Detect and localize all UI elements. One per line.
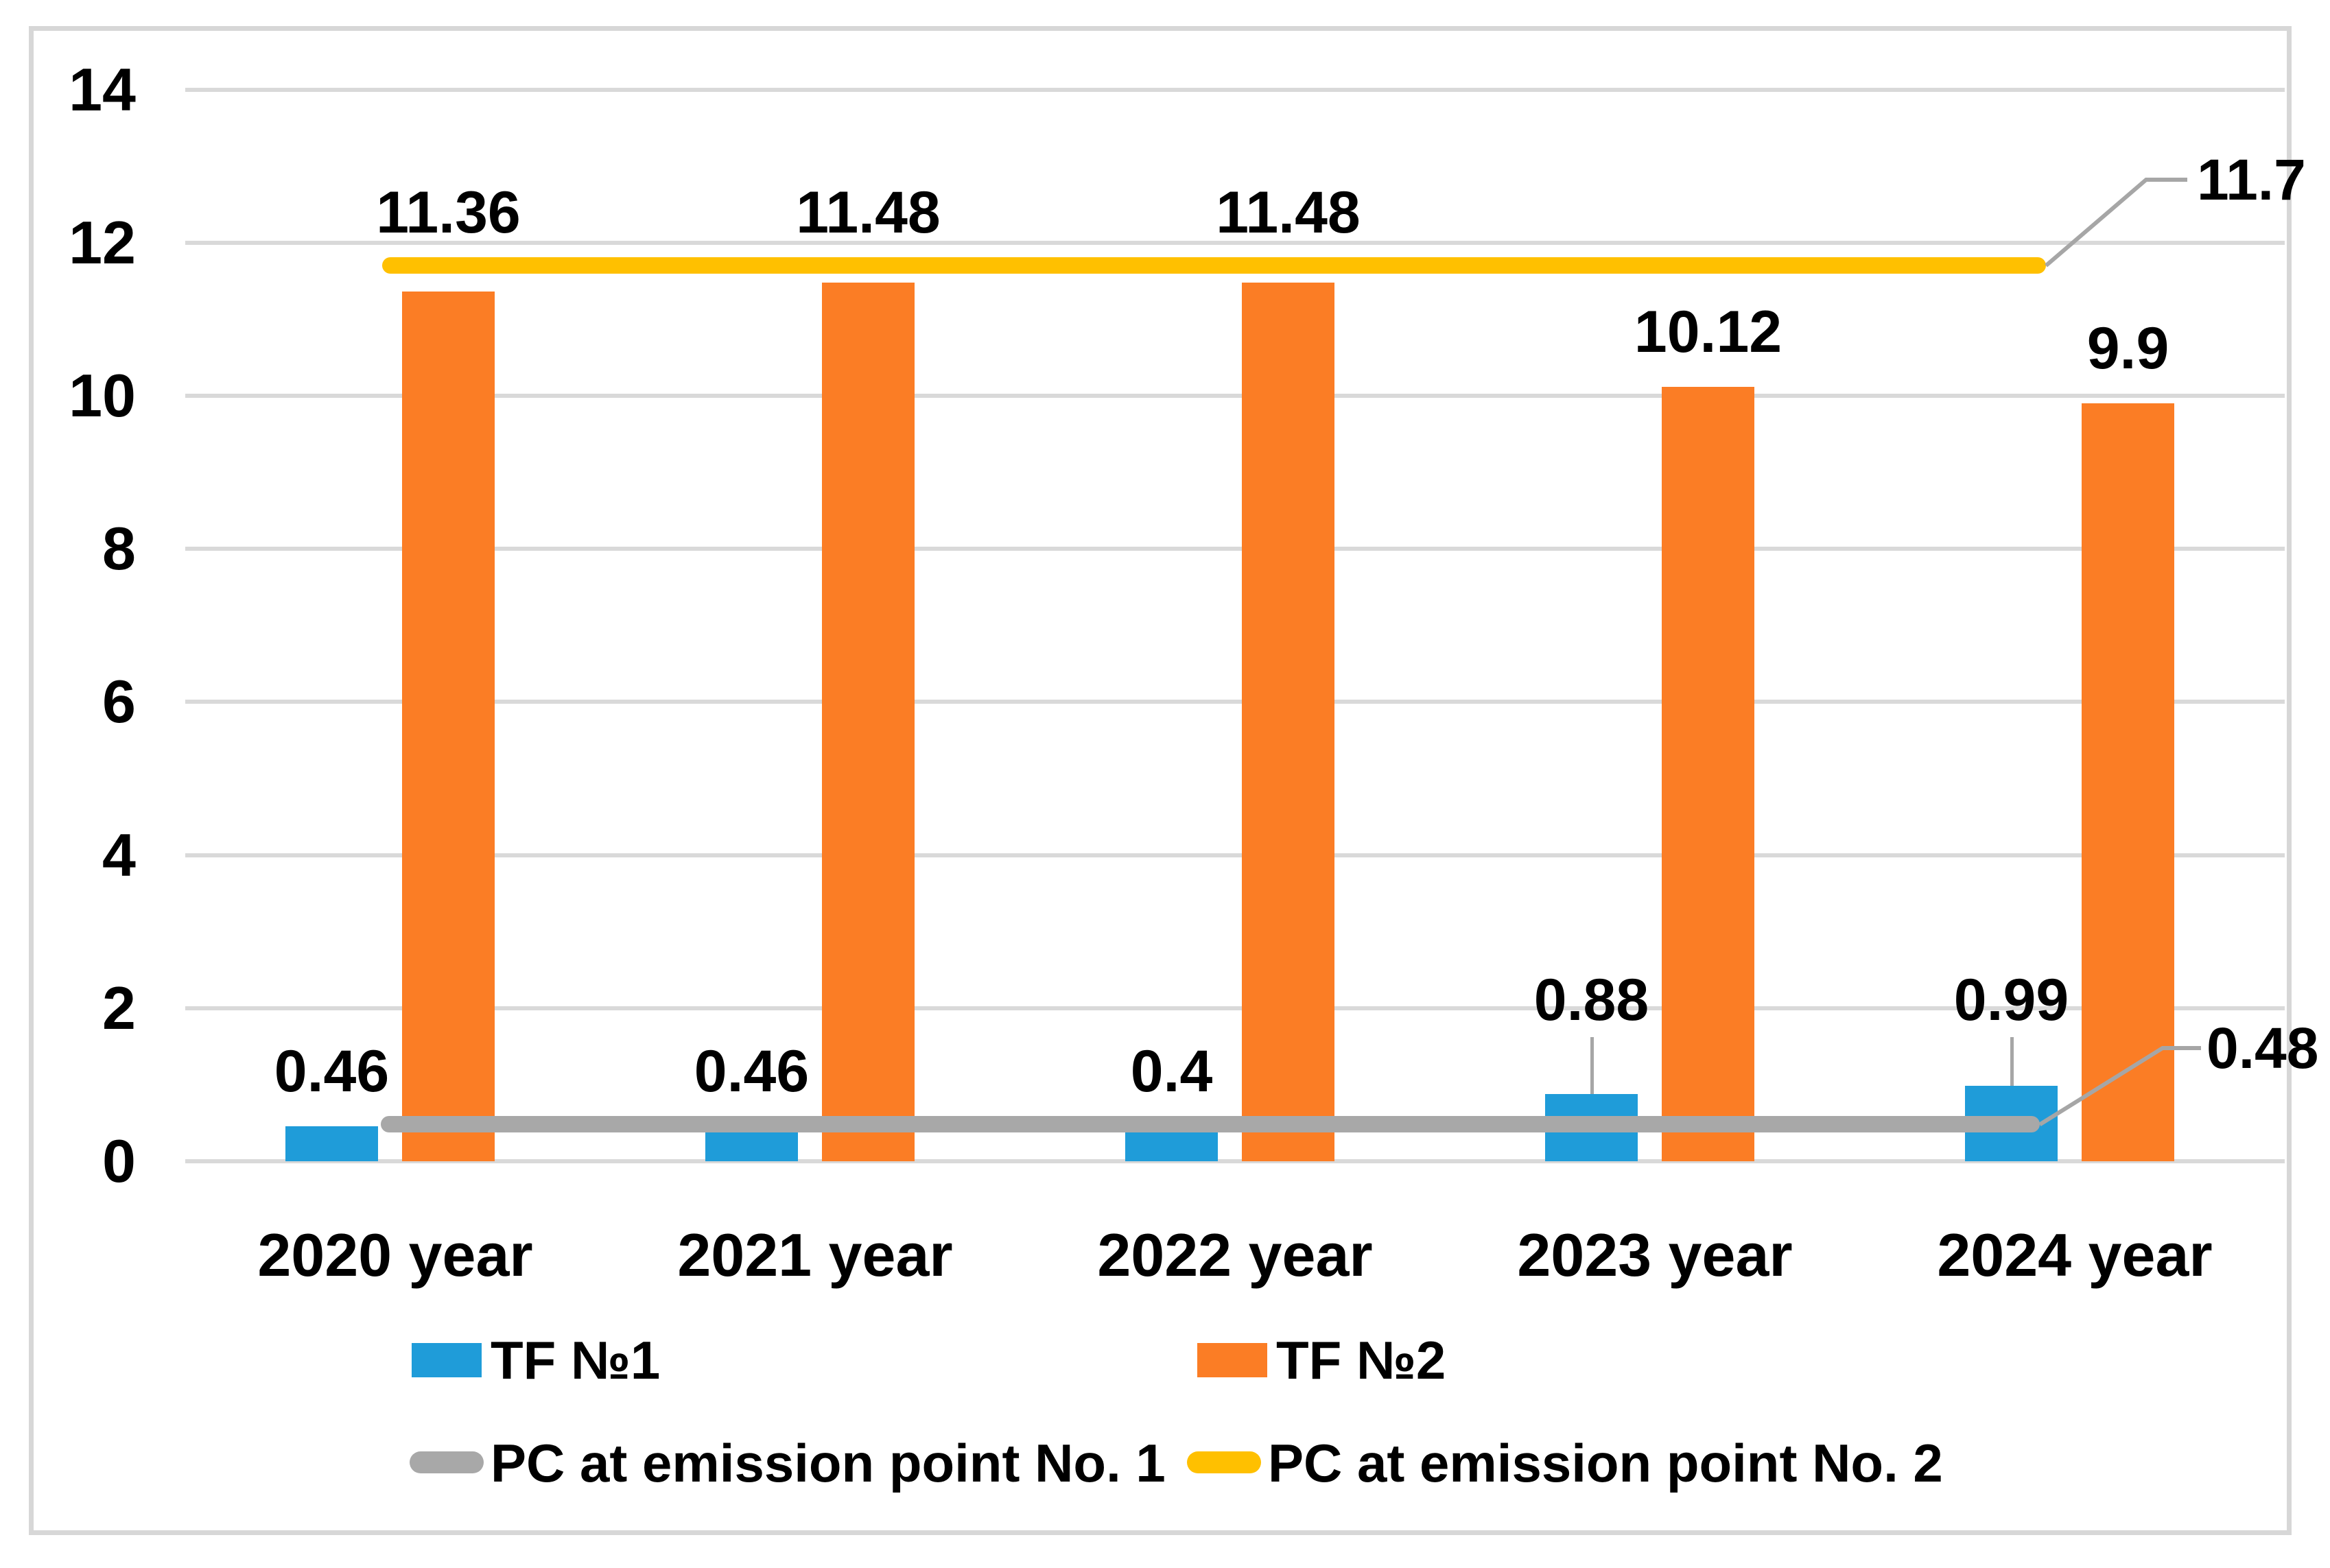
y-axis-tick-label: 4 xyxy=(102,820,136,889)
y-axis-tick-label: 14 xyxy=(69,55,136,123)
bar-tf2-2022 xyxy=(1242,282,1334,1161)
x-axis-label-2023: 2023 year xyxy=(1517,1221,1793,1289)
data-label-tf2: 11.36 xyxy=(376,180,521,246)
gridline-y2 xyxy=(185,1006,2285,1010)
pc-line-1 xyxy=(381,1116,2040,1133)
data-label-tf2: 9.9 xyxy=(2086,316,2169,382)
gridline-y4 xyxy=(185,853,2285,857)
y-axis-tick-label: 10 xyxy=(69,361,136,429)
legend-label-tf1: TF №1 xyxy=(491,1330,661,1390)
callout-value-pc2: 11.7 xyxy=(2197,147,2306,212)
bar-tf1-2020 xyxy=(285,1126,378,1161)
bar-tf2-2020 xyxy=(402,292,495,1161)
data-label-tf2: 11.48 xyxy=(1216,180,1361,246)
y-axis-tick-label: 0 xyxy=(102,1127,136,1195)
data-label-tf1: 0.46 xyxy=(274,1038,390,1104)
x-axis-label-2024: 2024 year xyxy=(1937,1221,2213,1289)
data-label-tf1: 0.99 xyxy=(1953,967,2069,1033)
data-label-leader-line xyxy=(1590,1037,1594,1094)
gridline-y14 xyxy=(185,87,2285,92)
bar-tf2-2024 xyxy=(2082,403,2174,1161)
legend-label-pc1: PC at emission point No. 1 xyxy=(491,1433,1166,1493)
gridline-y12 xyxy=(185,240,2285,245)
data-label-tf2: 10.12 xyxy=(1634,298,1782,365)
gridline-y10 xyxy=(185,394,2285,398)
x-axis-label-2020: 2020 year xyxy=(257,1221,533,1289)
data-label-tf2: 11.48 xyxy=(796,180,941,246)
gridline-y6 xyxy=(185,700,2285,704)
y-axis-tick-label: 12 xyxy=(69,208,136,276)
bar-tf2-2021 xyxy=(822,282,915,1161)
data-label-tf1: 0.46 xyxy=(694,1038,810,1104)
data-label-tf1: 0.88 xyxy=(1533,967,1649,1033)
bar-tf1-2022 xyxy=(1125,1130,1218,1161)
legend-swatch-pc1 xyxy=(410,1451,484,1473)
bar-tf2-2023 xyxy=(1662,386,1754,1161)
gridline-y8 xyxy=(185,547,2285,551)
legend-swatch-tf1 xyxy=(412,1343,482,1377)
legend-swatch-pc2 xyxy=(1187,1451,1261,1473)
y-axis-tick-label: 8 xyxy=(102,514,136,583)
legend-label-pc2: PC at emission point No. 2 xyxy=(1268,1433,1943,1493)
legend-swatch-tf2 xyxy=(1197,1343,1267,1377)
data-label-leader-line xyxy=(2010,1037,2014,1086)
gridline-y0 xyxy=(185,1159,2285,1163)
callout-value-pc1: 0.48 xyxy=(2207,1016,2319,1080)
legend-label-tf2: TF №2 xyxy=(1276,1330,1446,1390)
y-axis-tick-label: 6 xyxy=(102,667,136,736)
pc-line-2 xyxy=(382,257,2046,274)
x-axis-label-2022: 2022 year xyxy=(1097,1221,1373,1289)
y-axis-tick-label: 2 xyxy=(102,973,136,1042)
x-axis-label-2021: 2021 year xyxy=(677,1221,953,1289)
chart-frame xyxy=(29,26,2292,1535)
data-label-tf1: 0.4 xyxy=(1130,1038,1213,1104)
